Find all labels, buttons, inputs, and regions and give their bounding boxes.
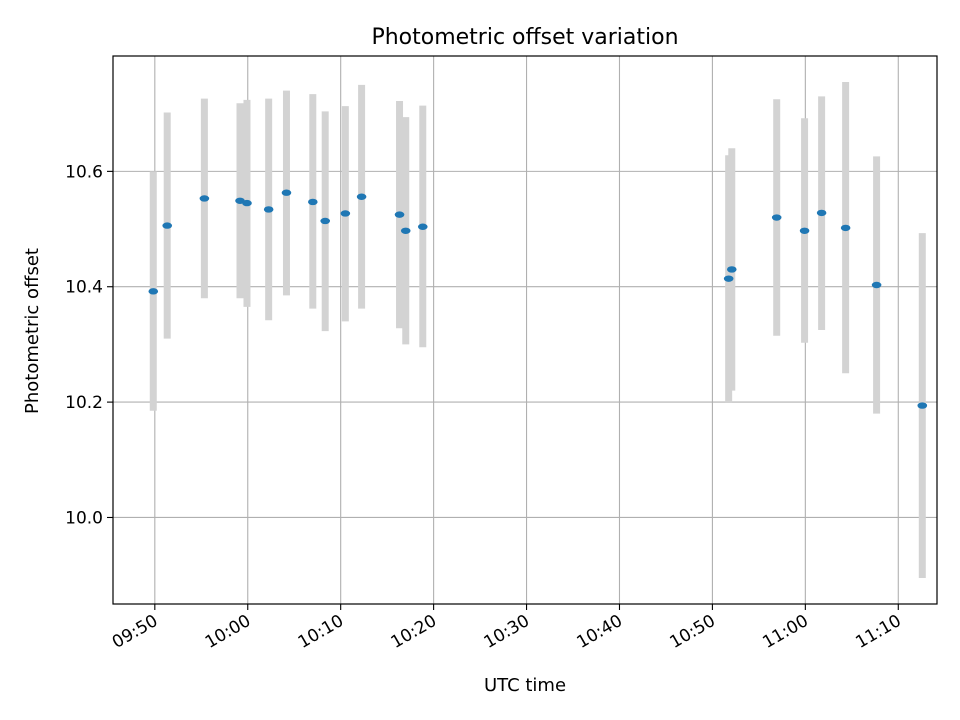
data-point	[400, 227, 411, 234]
data-point	[871, 281, 882, 289]
data-point	[242, 199, 252, 207]
data-point	[281, 189, 292, 196]
data-point	[356, 193, 367, 200]
data-point	[320, 217, 330, 225]
x-axis-label: UTC time	[484, 675, 566, 696]
y-axis-label: Photometric offset	[22, 248, 43, 414]
data-points	[148, 189, 928, 409]
data-point	[799, 227, 810, 234]
data-point	[771, 214, 782, 221]
data-point	[726, 266, 737, 273]
data-point	[263, 206, 274, 213]
data-point	[840, 224, 851, 232]
chart-title: Photometric offset variation	[371, 25, 678, 50]
data-point	[199, 195, 210, 202]
data-point	[394, 211, 405, 218]
data-point	[308, 198, 318, 206]
data-point	[148, 288, 159, 295]
y-tick-label: 10.0	[65, 508, 103, 528]
y-tick-label: 10.6	[65, 162, 103, 182]
y-axis-ticks: 10.0 10.2 10.4 10.6	[65, 162, 113, 528]
data-point	[162, 222, 173, 229]
y-tick-label: 10.2	[65, 393, 103, 413]
y-tick-label: 10.4	[65, 278, 103, 298]
data-point	[917, 402, 928, 409]
plot-area	[112, 55, 938, 605]
data-point	[816, 209, 827, 217]
data-point	[340, 210, 351, 217]
data-point	[417, 223, 428, 230]
data-point	[723, 275, 734, 282]
